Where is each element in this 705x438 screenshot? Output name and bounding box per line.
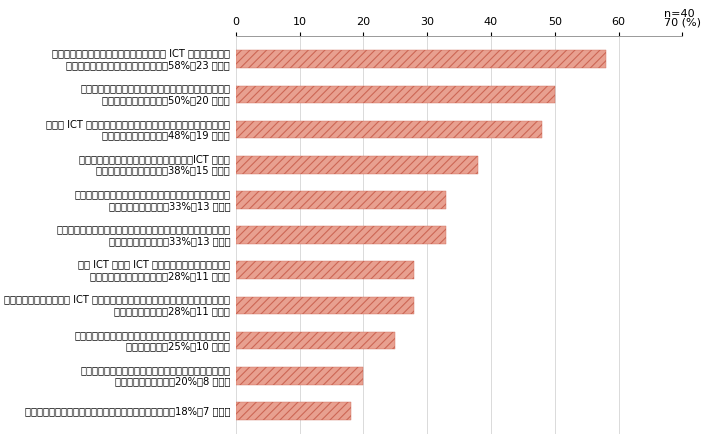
- Bar: [235, 85, 555, 103]
- Bar: [235, 261, 415, 279]
- Bar: [235, 226, 446, 244]
- Bar: [235, 50, 606, 68]
- Bar: [235, 402, 350, 420]
- Bar: [235, 121, 542, 138]
- Bar: [235, 297, 415, 314]
- Bar: [235, 332, 396, 350]
- Bar: [235, 156, 478, 173]
- Text: n=40: n=40: [664, 9, 694, 19]
- Bar: [235, 191, 446, 208]
- Bar: [235, 367, 363, 385]
